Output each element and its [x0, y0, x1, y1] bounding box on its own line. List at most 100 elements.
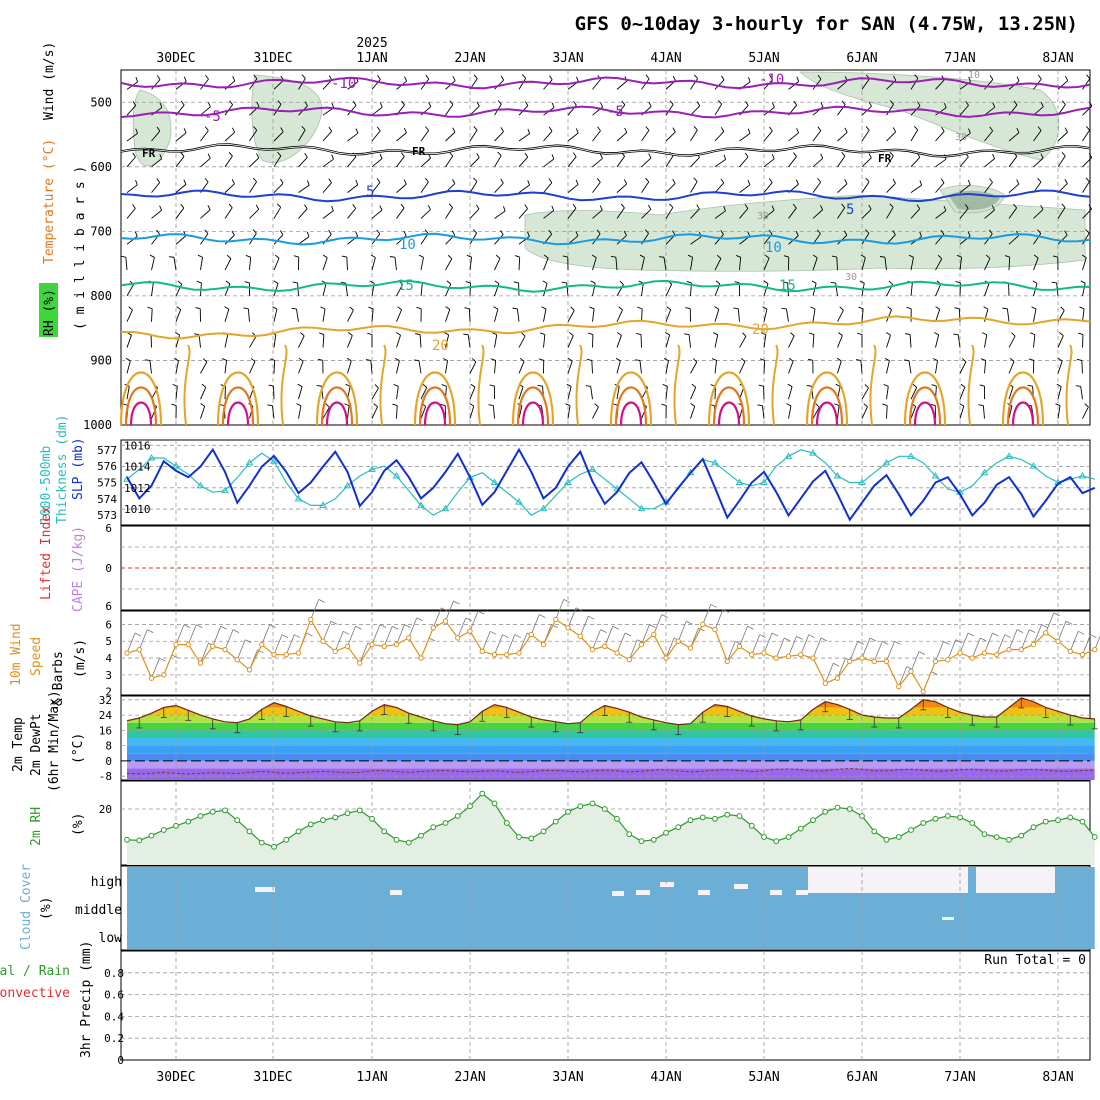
- wind-barb-flag: [599, 153, 603, 159]
- wind-barb-flag: [690, 403, 695, 407]
- wind10m-ticks: 2 3 4 5 6: [105, 618, 112, 698]
- wind-barb-flag: [905, 333, 911, 336]
- wind-barb: [224, 131, 235, 142]
- rh2m-point: [503, 820, 510, 826]
- wind10m-barb: [1008, 629, 1018, 650]
- wind-barb-flag: [177, 280, 182, 285]
- wind10m-barb: [1020, 629, 1030, 650]
- wind10m-barb-flag: [624, 632, 632, 637]
- wind-barb-flag: [716, 254, 722, 259]
- wind-barb: [984, 258, 991, 271]
- wind-barb: [739, 361, 746, 374]
- wind-barb-flag: [781, 307, 787, 310]
- wind-barb-flag: [955, 281, 961, 284]
- wind10m-barb-flag: [588, 615, 595, 620]
- rh2m-point: [932, 815, 939, 822]
- wind10m-speed-point: [246, 667, 253, 673]
- wind10m-speed-point: [1030, 641, 1037, 648]
- wind-barb: [371, 387, 379, 400]
- wind-barb: [396, 207, 405, 219]
- wind-barb: [1082, 308, 1085, 322]
- thickness-marker: [539, 504, 548, 512]
- wind-barb: [665, 155, 674, 168]
- precip-label-a: Total / Rain: [0, 964, 70, 979]
- wind10m-speed-point: [798, 651, 804, 658]
- rh-label-10: 10: [968, 70, 980, 81]
- cloud-cover-panel: low middle high Cloud Cover (%): [19, 864, 1095, 951]
- wind-barb-flag: [524, 204, 528, 209]
- wind-barb-flag: [389, 256, 395, 258]
- wind-barb: [763, 209, 775, 219]
- wind-barb: [1057, 405, 1061, 419]
- wind-barb: [200, 157, 211, 168]
- wind-barb-flag: [537, 384, 543, 387]
- wind-barb-flag: [589, 306, 595, 310]
- rh2m-point: [454, 813, 461, 819]
- slp-line: [126, 447, 1096, 522]
- rh2m-point: [565, 808, 571, 815]
- wind-barb-flag: [771, 205, 775, 211]
- wind-barb-flag: [125, 357, 131, 362]
- wind-barb-flag: [764, 254, 770, 259]
- wind10m-barb-flag: [808, 634, 815, 639]
- wind-barb: [812, 209, 823, 219]
- upper-air-contour-labels: -10 -10 -5 -5 FR FR FR 5 5 10 10 15 15 2…: [142, 70, 980, 354]
- wind-barb-flag: [175, 332, 180, 336]
- wind-barb: [837, 131, 848, 142]
- wind-barb-flag: [744, 152, 749, 158]
- wind-barb: [567, 156, 577, 168]
- cloud-level-label: middle: [75, 903, 122, 918]
- temp2m-ticks: -8 0 8 16 24 32: [99, 694, 113, 783]
- rh2m-point: [920, 820, 927, 826]
- wind-barb: [518, 386, 524, 400]
- wind-barb: [714, 309, 720, 322]
- rh2m-label-b: (%): [71, 813, 86, 836]
- wind10m-barb: [359, 642, 369, 664]
- wind10m-barb-flag: [281, 634, 289, 639]
- wind10m-barb-flag: [220, 625, 227, 630]
- rh2m-point: [234, 817, 241, 824]
- wind10m-barb: [984, 632, 993, 654]
- wind10m-speed-series: [124, 616, 1098, 695]
- wind-barb-flag: [588, 332, 594, 335]
- precip-label-b: Convective: [0, 986, 70, 1001]
- wind-barb: [763, 334, 767, 348]
- wind-barb: [935, 258, 943, 271]
- wind-barb-flag: [425, 74, 430, 80]
- wind10m-barb-flag: [784, 637, 791, 642]
- rh2m-point: [307, 821, 314, 828]
- wind-barb-flag: [403, 179, 407, 185]
- thickness-marker: [172, 462, 180, 469]
- isotherm-line: [120, 144, 1091, 157]
- wind-barb: [1008, 183, 1020, 193]
- isotherm-label-ten-b: 10: [765, 240, 782, 256]
- wind-barb: [224, 283, 231, 297]
- wind-barb: [714, 210, 726, 219]
- wind-barb-flag: [684, 333, 690, 336]
- wind-barb-flag: [1040, 153, 1044, 159]
- wind-barb: [494, 258, 501, 271]
- wind-barb: [861, 157, 872, 168]
- wind-barb-flag: [252, 229, 257, 234]
- wind-barb: [935, 283, 942, 297]
- wind-barb-flag: [809, 332, 815, 336]
- wind-barb-flag: [645, 74, 650, 80]
- wind10m-speed-point: [712, 626, 718, 633]
- wind-barb-flag: [865, 126, 870, 131]
- wind-barb-flag: [669, 203, 674, 208]
- wind-barb: [200, 78, 209, 90]
- wind-barb-flag: [274, 254, 280, 259]
- thickness-marker: [417, 501, 425, 508]
- wind-barb-flag: [489, 384, 495, 387]
- wind-barb-flag: [883, 383, 889, 387]
- wind-barb: [273, 182, 284, 193]
- wind-barb-flag: [772, 102, 775, 108]
- rh2m-point: [320, 817, 326, 824]
- wind-barb: [910, 387, 918, 400]
- wind-barb-flag: [1085, 126, 1090, 131]
- wind-barb-flag: [913, 125, 919, 131]
- wind-barb: [249, 157, 260, 168]
- upper-air-temperature-label: Temperature (°C): [42, 139, 57, 264]
- isotherm-label-twenty-b: 20: [752, 322, 769, 338]
- wind-barb: [469, 257, 473, 271]
